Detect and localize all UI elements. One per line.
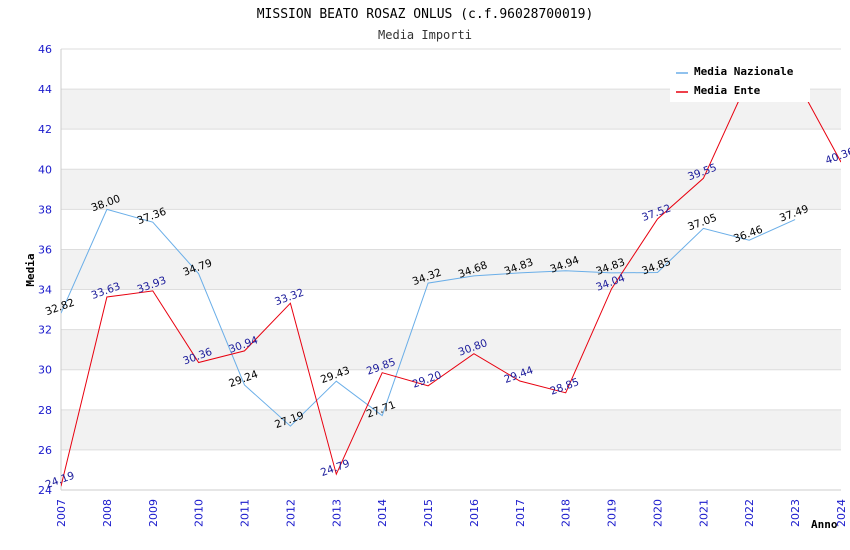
x-tick-label: 2007 [55, 499, 68, 527]
data-label: 32.82 [44, 297, 76, 319]
y-axis-label: Media [24, 253, 37, 286]
x-tick-label: 2019 [606, 499, 619, 527]
chart-subtitle: Media Importi [378, 28, 472, 42]
grid-band [61, 249, 841, 290]
x-tick-label: 2013 [330, 499, 343, 527]
x-tick-label: 2009 [147, 499, 160, 527]
y-tick-label: 46 [38, 43, 52, 56]
series-line-media-nazionale [61, 208, 796, 427]
legend: Media Nazionale Media Ente [670, 60, 810, 102]
x-tick-label: 2017 [514, 499, 527, 527]
y-tick-label: 44 [38, 83, 52, 96]
x-tick-label: 2023 [789, 499, 802, 527]
x-tick-label: 2016 [468, 499, 481, 527]
x-tick-label: 2012 [284, 499, 297, 527]
data-label: 24.19 [44, 470, 76, 492]
x-tick-label: 2021 [697, 499, 710, 527]
data-label: 24.79 [319, 458, 351, 480]
chart-title: MISSION BEATO ROSAZ ONLUS (c.f.960287000… [257, 7, 594, 22]
data-label: 28.85 [549, 376, 581, 398]
axes [60, 49, 841, 491]
y-tick-label: 28 [38, 404, 52, 417]
grid-band [61, 409, 841, 450]
y-tick-label: 30 [38, 364, 52, 377]
data-label: 29.20 [411, 369, 443, 391]
legend-label-media-ente: Media Ente [694, 84, 761, 97]
data-label: 36.46 [732, 224, 765, 246]
y-tick-label: 40 [38, 163, 52, 176]
y-tick-label: 36 [38, 243, 52, 256]
series-lines [61, 77, 841, 487]
grid-bands [61, 89, 841, 450]
data-label: 29.24 [227, 368, 260, 390]
data-label: 37.05 [686, 212, 718, 234]
y-tick-label: 24 [38, 484, 52, 497]
x-tick-labels: 2007 2008 2009 2010 2011 2012 2013 2014 2015 2016… [55, 499, 848, 527]
grid-band [61, 329, 841, 370]
x-tick-label: 2020 [651, 499, 664, 527]
series-line-media-ente [61, 77, 841, 487]
x-tick-label: 2014 [376, 499, 389, 527]
x-tick-label: 2011 [239, 499, 252, 527]
legend-label-media-nazionale: Media Nazionale [694, 65, 794, 78]
x-tick-label: 2015 [422, 499, 435, 527]
data-label: 40.36 [824, 145, 850, 167]
y-tick-label: 32 [38, 324, 52, 337]
x-tick-label: 2018 [560, 499, 573, 527]
x-tick-label: 2010 [193, 499, 206, 527]
y-tick-label: 34 [38, 284, 52, 297]
x-tick-label: 2022 [743, 499, 756, 527]
x-tick-label: 2024 [835, 499, 848, 527]
y-tick-label: 38 [38, 203, 52, 216]
y-tick-labels: 24 26 28 30 32 34 36 38 40 42 44 46 [38, 43, 52, 497]
legend-box [670, 60, 810, 102]
y-tick-label: 26 [38, 444, 52, 457]
grid-band [61, 169, 841, 210]
y-tick-label: 42 [38, 123, 52, 136]
x-tick-label: 2008 [101, 499, 114, 527]
x-axis-label: Anno [811, 518, 838, 531]
